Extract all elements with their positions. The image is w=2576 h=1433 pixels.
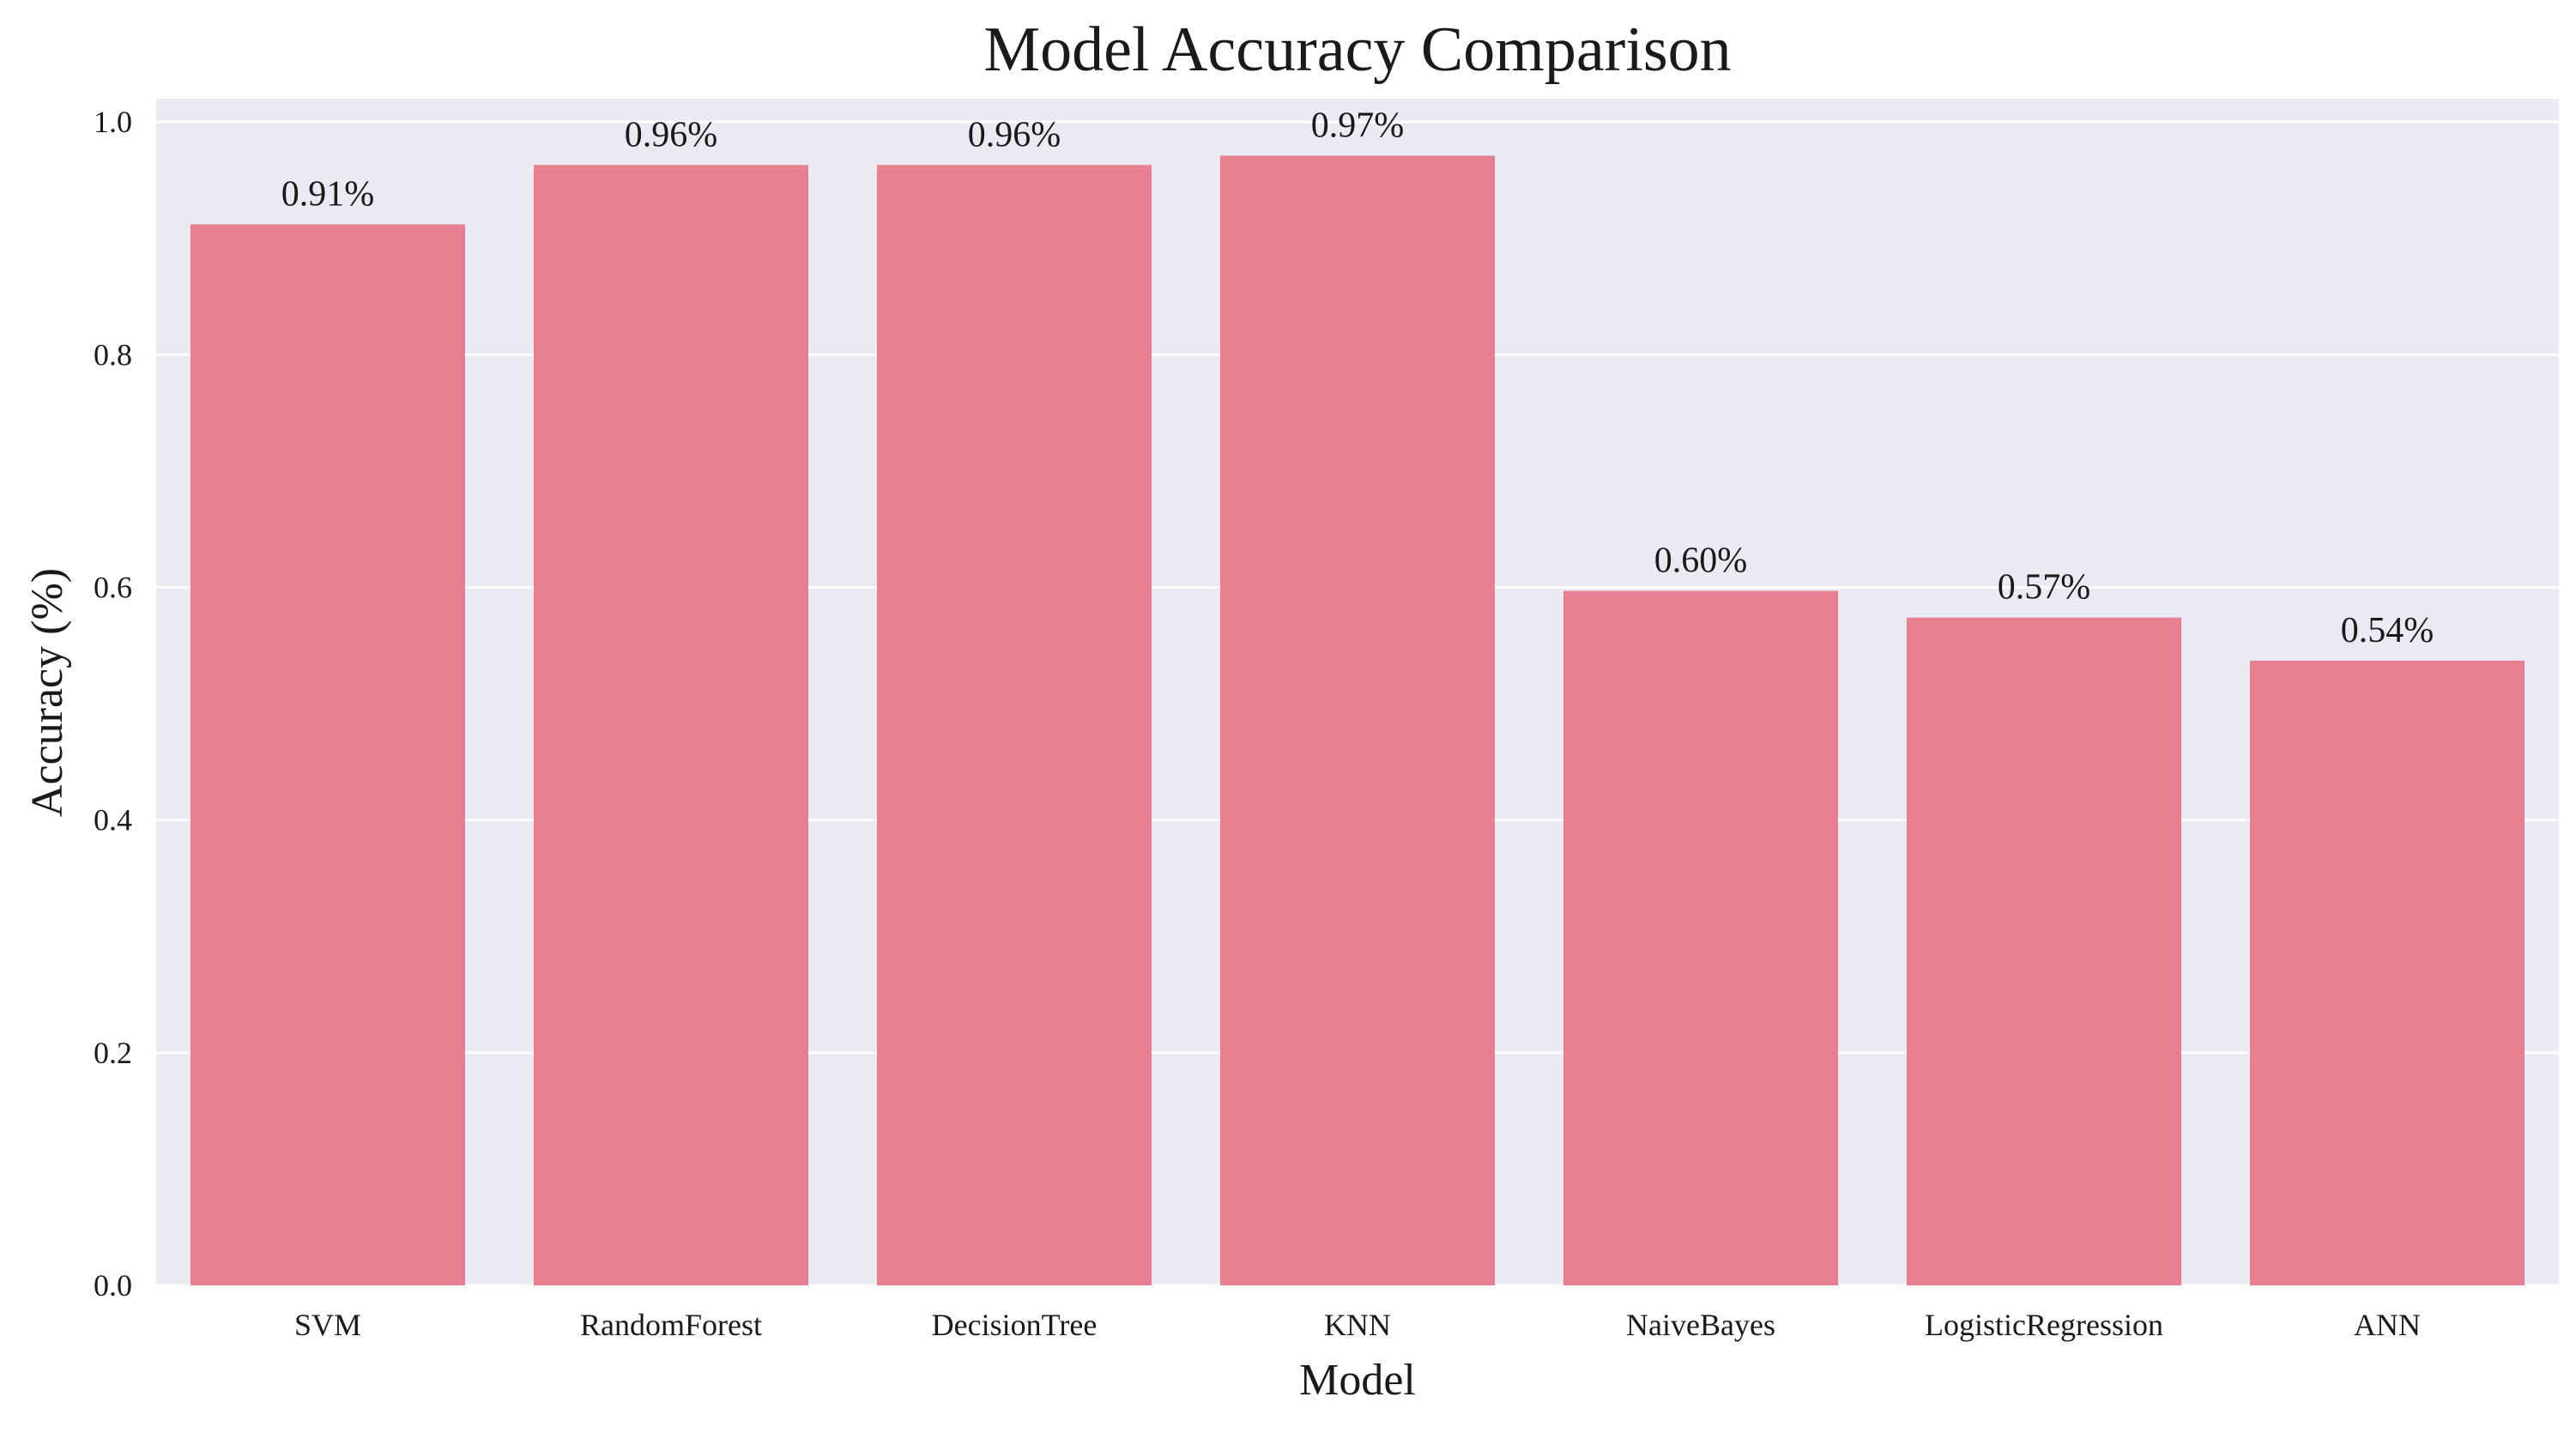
data-label: 0.96% [968,115,1061,154]
data-label: 0.91% [281,174,375,214]
x-tick-label: LogisticRegression [1925,1308,2163,1342]
data-label: 0.97% [1311,106,1405,145]
x-tick-label: SVM [294,1308,361,1342]
bar-naivebayes [1563,590,1838,1285]
data-label: 0.96% [625,115,718,154]
x-axis-ticks: SVM RandomForest DecisionTree KNN NaiveBayes… [294,1308,2421,1342]
x-tick-label: NaiveBayes [1626,1308,1775,1342]
bar-logisticregression [1907,617,2181,1285]
y-tick-label: 0.8 [94,337,132,372]
chart-title: Model Accuracy Comparison [983,15,1731,85]
bar-decisiontree [877,165,1152,1286]
y-tick-label: 1.0 [94,105,132,139]
y-axis-label: Accuracy (%) [23,568,72,817]
y-tick-label: 0.6 [94,570,132,604]
x-axis-label: Model [1299,1356,1416,1405]
y-tick-label: 0.0 [94,1268,132,1303]
bars [190,155,2525,1286]
x-tick-label: ANN [2354,1308,2421,1342]
bar-ann [2250,660,2525,1285]
y-tick-label: 0.2 [94,1036,132,1070]
data-label: 0.57% [1998,568,2091,608]
y-tick-label: 0.4 [94,803,132,837]
bar-knn [1220,155,1495,1285]
y-axis-ticks: 0.0 0.2 0.4 0.6 0.8 1.0 [94,105,132,1303]
data-label: 0.54% [2341,611,2434,650]
x-tick-label: KNN [1324,1308,1391,1342]
bar-randomforest [534,165,808,1286]
data-labels: 0.91% 0.96% 0.96% 0.97% 0.60% 0.57% 0.54% [281,106,2434,650]
x-tick-label: DecisionTree [932,1308,1098,1342]
data-label: 0.60% [1654,541,1748,581]
bar-svm [190,224,465,1285]
x-tick-label: RandomForest [580,1308,762,1342]
